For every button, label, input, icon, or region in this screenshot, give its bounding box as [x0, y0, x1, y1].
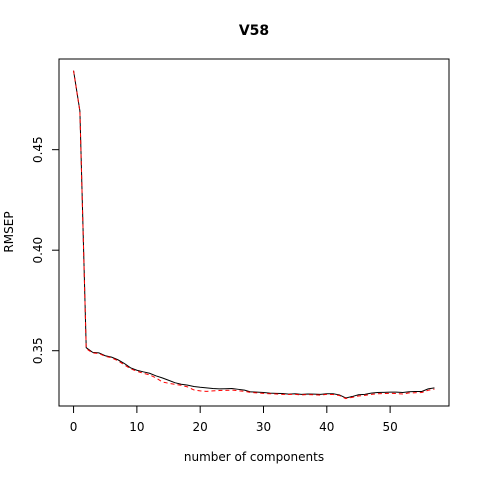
- series-layer: [73, 70, 435, 400]
- x-tick-label: 0: [70, 420, 78, 434]
- x-axis: 0 10 20 30 40 50: [70, 406, 398, 434]
- y-tick-label: 0.40: [31, 237, 45, 264]
- x-tick-label: 20: [193, 420, 208, 434]
- y-tick-label: 0.45: [31, 136, 45, 163]
- chart-title: V58: [239, 23, 269, 39]
- x-tick-label: 30: [256, 420, 271, 434]
- plot-frame: [58, 58, 450, 407]
- y-axis: 0.35 0.40 0.45: [31, 136, 59, 364]
- y-axis-label: RMSEP: [2, 211, 16, 252]
- x-tick-label: 10: [129, 420, 144, 434]
- x-tick-label: 40: [319, 420, 334, 434]
- x-tick-label: 50: [382, 420, 397, 434]
- x-axis-label: number of components: [184, 450, 324, 464]
- series-line-dashed: [73, 70, 435, 400]
- y-tick-label: 0.35: [31, 337, 45, 364]
- series-line-solid: [73, 70, 435, 399]
